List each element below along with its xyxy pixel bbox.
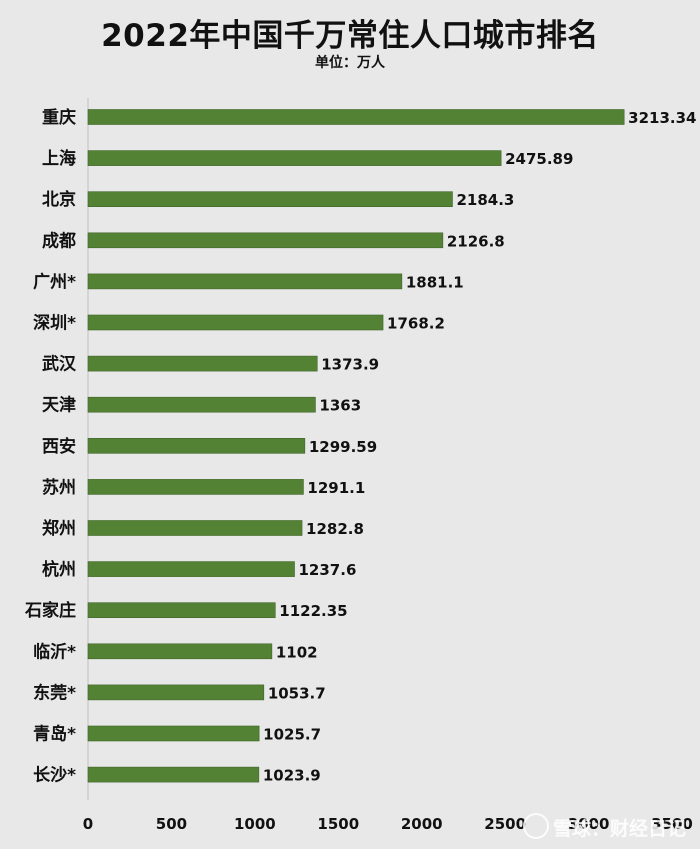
category-label: 广州* [33,271,76,292]
category-label: 长沙* [33,765,76,786]
x-tick-label: 2000 [401,815,443,833]
chart-title: 2022年中国千万常住人口城市排名 [101,18,599,54]
category-label: 重庆 [42,107,76,128]
x-tick-label: 0 [83,815,93,833]
value-label: 1291.1 [307,479,365,497]
value-label: 1023.9 [263,767,321,785]
bar [87,396,316,413]
value-label: 1373.9 [321,356,379,374]
x-tick-label: 1500 [317,815,359,833]
value-label: 3213.34 [628,109,696,127]
category-label: 武汉 [42,354,77,375]
bar [87,602,276,619]
value-label: 1102 [276,643,318,661]
bar [87,314,384,331]
x-tick-label: 3000 [568,815,610,833]
category-label: 杭州 [42,559,76,580]
bar [87,684,265,701]
value-label: 1299.59 [309,438,377,456]
category-label: 天津 [42,395,76,416]
bar [87,191,453,207]
chart-subtitle: 单位：万人 [315,55,385,71]
category-label: 郑州 [42,518,76,539]
category-label: 成都 [42,230,76,251]
bar [87,643,273,660]
category-label: 北京 [42,189,76,210]
category-label: 上海 [42,148,76,169]
category-label: 临沂* [33,641,76,662]
bar [87,355,318,372]
bar [87,232,444,249]
watermark: 雪球：财经日记 [522,813,686,841]
bar [87,273,403,290]
category-label: 东莞* [33,682,76,703]
x-tick-label: 500 [156,815,187,833]
bar [87,520,303,536]
bar [87,766,260,783]
bar [87,561,295,577]
value-label: 1237.6 [299,561,357,579]
x-tick-label: 2500 [484,815,526,833]
value-label: 1768.2 [387,315,445,333]
value-label: 1282.8 [306,520,364,538]
bar [87,479,304,495]
value-label: 1053.7 [268,684,326,702]
category-label: 苏州 [42,477,76,498]
x-tick-label: 1000 [234,815,276,833]
category-label: 西安 [42,436,76,457]
value-label: 1363 [319,397,361,415]
value-label: 2184.3 [456,191,514,209]
x-tick-label: 3500 [651,815,693,833]
value-label: 1025.7 [263,726,321,744]
value-label: 1881.1 [406,273,464,291]
bar [87,150,502,166]
value-label: 2126.8 [447,232,505,250]
snowball-logo-icon [522,813,549,839]
watermark-text: 雪球：财经日记 [552,818,686,840]
category-label: 深圳* [33,313,76,334]
value-label: 1122.35 [279,602,347,620]
bar [87,725,260,742]
value-label: 2475.89 [505,150,573,168]
bar [87,109,625,125]
category-label: 石家庄 [24,600,76,621]
category-label: 青岛* [33,724,76,745]
bar [87,437,306,454]
